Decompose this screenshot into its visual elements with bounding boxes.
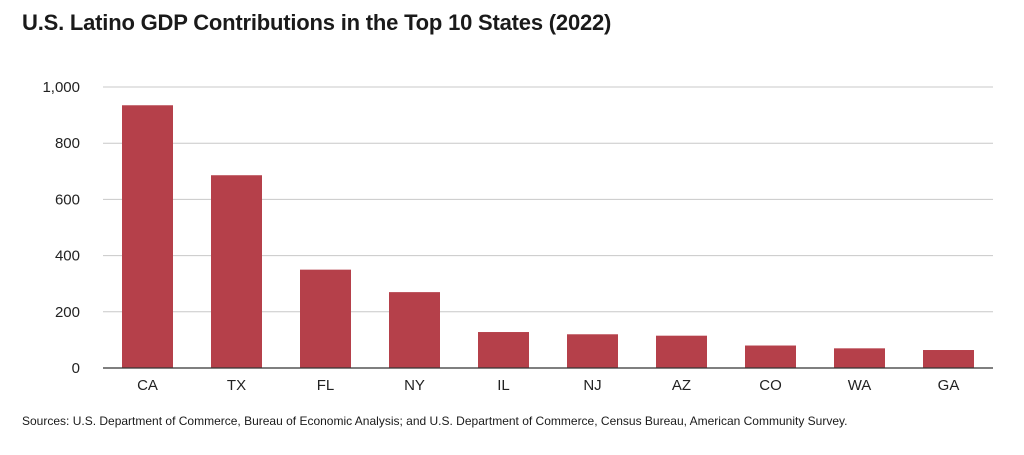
category-label: IL (497, 377, 510, 394)
category-label: TX (227, 377, 246, 394)
bar-co (745, 345, 796, 368)
bar-ga (923, 350, 974, 368)
category-label: CO (759, 377, 782, 394)
category-label: WA (848, 377, 872, 394)
bars (122, 105, 974, 368)
bar-nj (567, 334, 618, 368)
bar-ca (122, 105, 173, 368)
category-label: CA (137, 377, 158, 394)
bar-wa (834, 348, 885, 368)
bar-az (656, 335, 707, 368)
bar-fl (300, 269, 351, 368)
category-label: FL (317, 377, 335, 394)
category-labels: CA TX FL NY IL NJ AZ CO WA GA (137, 377, 959, 394)
bar-tx (211, 175, 262, 368)
category-label: NY (404, 377, 425, 394)
y-tick-label: 0 (72, 360, 80, 377)
y-tick-label: 200 (55, 304, 80, 321)
source-note: Sources: U.S. Department of Commerce, Bu… (22, 414, 848, 428)
y-tick-label: 800 (55, 135, 80, 152)
y-tick-label: 400 (55, 248, 80, 265)
y-tick-labels: 0 200 400 600 800 1,000 (42, 79, 80, 377)
y-tick-label: 600 (55, 191, 80, 208)
chart-title: U.S. Latino GDP Contributions in the Top… (22, 10, 612, 35)
bar-il (478, 332, 529, 368)
category-label: NJ (583, 377, 601, 394)
category-label: AZ (672, 377, 691, 394)
y-tick-label: 1,000 (42, 79, 80, 96)
category-label: GA (938, 377, 960, 394)
bar-ny (389, 292, 440, 368)
